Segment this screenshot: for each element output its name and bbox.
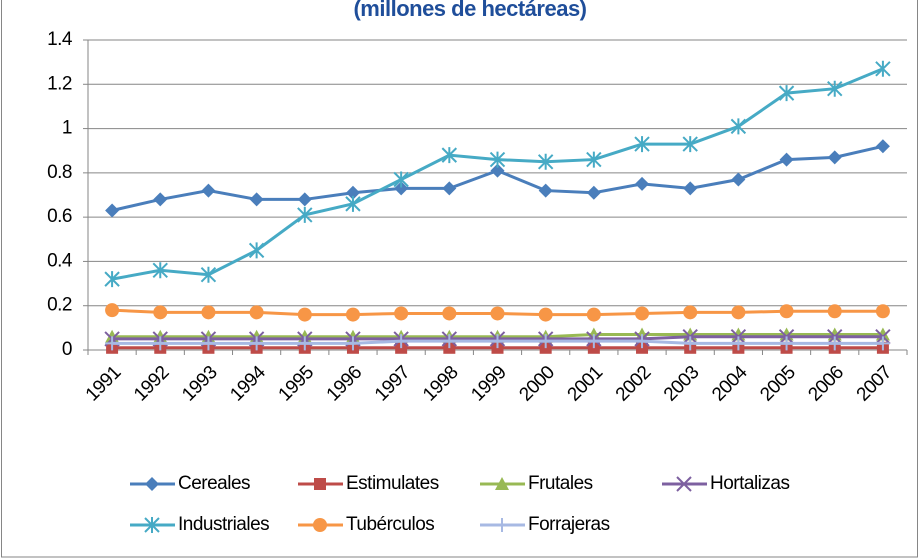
- legend-label: Cereales: [178, 473, 250, 494]
- data-point: [635, 334, 650, 349]
- data-point: [683, 336, 698, 351]
- data-point: [827, 336, 842, 351]
- data-point: [537, 153, 554, 170]
- data-point: [490, 163, 505, 178]
- data-point: [104, 271, 120, 288]
- data-point: [875, 336, 890, 351]
- y-tick-label: 1.4: [47, 29, 73, 50]
- data-point: [105, 203, 120, 218]
- legend-marker: [495, 518, 509, 532]
- data-point: [682, 136, 698, 153]
- data-point: [489, 151, 506, 168]
- legend-marker: [313, 518, 327, 532]
- y-tick-label: 0: [62, 339, 72, 360]
- y-tick-label: 0.8: [47, 162, 72, 183]
- data-point: [442, 181, 457, 196]
- data-point: [635, 176, 650, 191]
- legend-label: Frutales: [528, 473, 593, 494]
- data-point: [731, 336, 746, 351]
- data-point: [394, 306, 409, 321]
- data-point: [345, 336, 360, 351]
- data-point: [297, 192, 312, 207]
- data-point: [441, 147, 458, 164]
- data-point: [586, 307, 601, 322]
- data-point: [683, 181, 698, 196]
- data-point: [538, 307, 553, 322]
- data-point: [249, 336, 264, 351]
- data-point: [153, 192, 168, 207]
- data-point: [634, 136, 650, 153]
- legend-marker: [144, 517, 160, 533]
- legend-label: Tubérculos: [346, 514, 434, 535]
- data-point: [731, 172, 746, 187]
- data-point: [779, 304, 794, 319]
- data-point: [394, 334, 409, 349]
- legend-label: Hortalizas: [710, 473, 789, 494]
- data-point: [105, 336, 120, 351]
- chart-title: (millones de hectáreas): [353, 0, 586, 21]
- data-point: [683, 305, 698, 320]
- data-point: [201, 305, 216, 320]
- data-point: [827, 80, 843, 97]
- data-point: [249, 192, 264, 207]
- data-point: [731, 305, 746, 320]
- data-point: [875, 304, 890, 319]
- y-tick-label: 0.6: [47, 206, 72, 227]
- data-point: [200, 266, 217, 283]
- data-point: [827, 150, 842, 165]
- data-point: [297, 307, 312, 322]
- data-point: [393, 171, 409, 188]
- legend-label: Estimulates: [346, 473, 439, 494]
- data-point: [635, 327, 650, 341]
- data-point: [442, 334, 457, 349]
- legend-marker: [314, 478, 326, 490]
- data-point: [345, 307, 360, 322]
- legend-marker: [676, 476, 692, 492]
- legend-marker: [145, 477, 159, 491]
- data-point: [201, 183, 216, 198]
- data-point: [586, 185, 601, 200]
- data-point: [490, 334, 505, 349]
- legend-label: Industriales: [178, 514, 269, 535]
- legend-marker: [495, 477, 509, 490]
- data-point: [490, 306, 505, 321]
- data-point: [394, 181, 409, 196]
- data-point: [442, 306, 457, 321]
- data-point: [635, 306, 650, 321]
- data-point: [105, 303, 120, 318]
- data-point: [249, 305, 264, 320]
- data-point: [827, 304, 842, 319]
- data-point: [152, 262, 168, 279]
- data-point: [345, 195, 361, 212]
- data-point: [586, 151, 602, 168]
- data-point: [586, 334, 601, 349]
- data-point: [778, 85, 795, 102]
- data-point: [538, 183, 553, 198]
- data-point: [297, 206, 313, 223]
- data-point: [779, 152, 794, 167]
- data-point: [297, 336, 312, 351]
- data-point: [345, 185, 360, 200]
- y-tick-label: 0.2: [47, 295, 72, 316]
- data-point: [779, 336, 794, 351]
- data-point: [248, 242, 265, 259]
- y-tick-label: 1: [62, 118, 72, 139]
- data-point: [730, 118, 747, 135]
- data-point: [201, 336, 216, 351]
- data-point: [153, 336, 168, 351]
- y-tick-label: 0.4: [47, 250, 73, 271]
- data-point: [153, 305, 168, 320]
- legend-label: Forrajeras: [528, 514, 610, 535]
- data-point: [875, 60, 891, 77]
- data-point: [538, 334, 553, 349]
- data-point: [875, 139, 890, 154]
- y-tick-label: 1.2: [47, 73, 72, 94]
- data-point: [586, 327, 601, 341]
